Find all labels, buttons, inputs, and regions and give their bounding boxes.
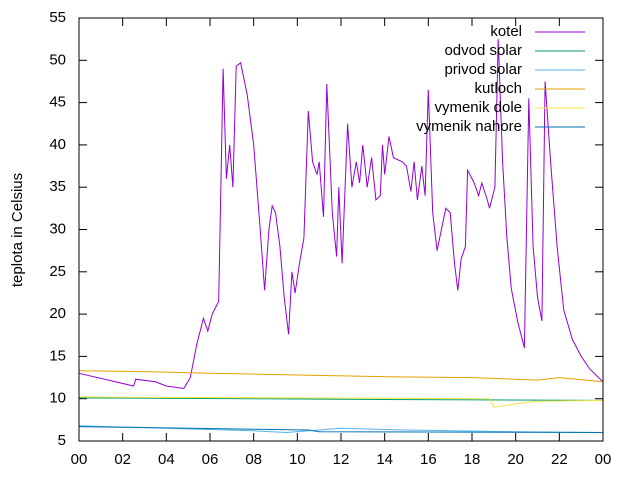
y-tick-label: 55: [49, 9, 66, 26]
x-tick-label: 12: [333, 451, 350, 468]
y-axis-label: teplota in Celsius: [9, 173, 26, 287]
plot-border: [78, 17, 604, 442]
y-tick-label: 30: [49, 220, 66, 237]
x-tick-label: 04: [158, 451, 175, 468]
x-tick-label: 18: [464, 451, 481, 468]
legend-label: privod solar: [444, 61, 522, 78]
y-tick-label: 25: [49, 263, 66, 280]
y-tick-label: 5: [58, 432, 66, 449]
legend-label: kotel: [490, 23, 522, 40]
x-tick-label: 06: [202, 451, 219, 468]
legend-label: kutloch: [474, 80, 522, 97]
x-tick-label: 14: [376, 451, 393, 468]
series-line: [78, 39, 604, 390]
x-tick-label: 22: [551, 451, 568, 468]
y-tick-label: 20: [49, 305, 66, 322]
series-line: [78, 370, 604, 383]
legend-label: vymenik nahore: [416, 118, 522, 135]
x-tick-label: 10: [289, 451, 306, 468]
x-tick-label: 08: [245, 451, 262, 468]
y-tick-label: 15: [49, 347, 66, 364]
y-tick-label: 35: [49, 178, 66, 195]
series-line: [78, 397, 604, 401]
x-tick-label: 00: [595, 451, 612, 468]
series-line: [78, 426, 604, 433]
x-tick-label: 02: [114, 451, 131, 468]
legend-label: odvod solar: [444, 42, 522, 59]
y-tick-label: 10: [49, 390, 66, 407]
series-line: [78, 396, 604, 408]
x-tick-label: 20: [507, 451, 524, 468]
x-tick-label: 00: [71, 451, 88, 468]
y-tick-label: 40: [49, 136, 66, 153]
x-tick-label: 16: [420, 451, 437, 468]
legend-label: vymenik dole: [434, 99, 522, 116]
y-tick-label: 45: [49, 94, 66, 111]
y-tick-label: 50: [49, 51, 66, 68]
